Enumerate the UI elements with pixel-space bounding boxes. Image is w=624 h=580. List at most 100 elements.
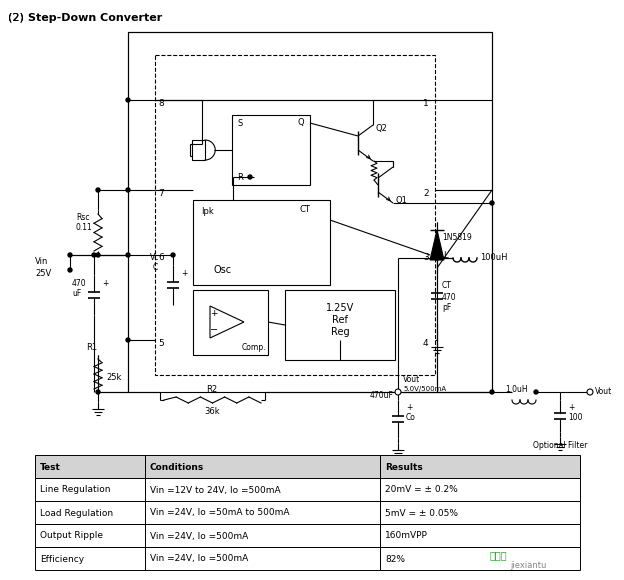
Text: C: C — [152, 263, 158, 271]
Bar — [35, 501, 145, 524]
Text: Comp.: Comp. — [241, 343, 266, 351]
Text: 6: 6 — [158, 253, 163, 263]
Circle shape — [126, 98, 130, 102]
Bar — [145, 547, 380, 570]
Circle shape — [587, 389, 593, 395]
Text: 25V: 25V — [35, 270, 51, 278]
Circle shape — [534, 390, 538, 394]
Circle shape — [96, 188, 100, 192]
Text: 25k: 25k — [106, 374, 122, 382]
Text: (2): (2) — [8, 13, 31, 23]
Text: (2): (2) — [8, 13, 31, 23]
Text: 100: 100 — [568, 414, 582, 422]
Bar — [35, 547, 145, 570]
Text: Co: Co — [406, 414, 416, 422]
Text: Conditions: Conditions — [150, 462, 204, 472]
Bar — [193, 290, 268, 355]
Text: Test: Test — [40, 462, 61, 472]
Text: 470: 470 — [442, 293, 457, 303]
Circle shape — [126, 338, 130, 342]
Text: 0.11: 0.11 — [76, 223, 93, 233]
Text: 1.0uH: 1.0uH — [505, 386, 529, 394]
Text: jiexiantu: jiexiantu — [510, 560, 547, 570]
Text: 36k: 36k — [204, 408, 220, 416]
Circle shape — [171, 253, 175, 257]
Text: Vout: Vout — [595, 387, 612, 397]
Circle shape — [126, 253, 130, 257]
Text: Output Ripple: Output Ripple — [40, 531, 103, 541]
Bar — [35, 455, 145, 478]
Text: (2): (2) — [8, 13, 31, 23]
Circle shape — [395, 389, 401, 395]
Text: Ipk: Ipk — [201, 208, 214, 216]
Circle shape — [96, 253, 100, 257]
Bar — [145, 501, 380, 524]
Text: 5mV = ± 0.05%: 5mV = ± 0.05% — [385, 509, 458, 517]
Bar — [380, 547, 580, 570]
Circle shape — [68, 268, 72, 272]
Text: Osc: Osc — [214, 265, 232, 275]
Bar — [155, 55, 435, 375]
Text: 470: 470 — [72, 278, 87, 288]
Bar — [232, 115, 310, 185]
Text: pF: pF — [442, 303, 451, 313]
Text: 20mV = ± 0.2%: 20mV = ± 0.2% — [385, 485, 458, 495]
Circle shape — [435, 256, 439, 260]
Text: L: L — [443, 251, 447, 259]
Text: Load Regulation: Load Regulation — [40, 509, 113, 517]
Text: Rsc: Rsc — [76, 213, 89, 223]
Text: 5: 5 — [158, 339, 163, 347]
Text: Q2: Q2 — [375, 124, 387, 132]
Bar — [145, 455, 380, 478]
Bar — [145, 478, 380, 501]
Text: Vout: Vout — [403, 375, 420, 385]
Circle shape — [92, 253, 96, 257]
Text: Reg: Reg — [331, 327, 349, 337]
Text: Optional Filter: Optional Filter — [533, 441, 587, 451]
Text: Results: Results — [385, 462, 422, 472]
Text: S: S — [237, 118, 242, 128]
Bar — [128, 32, 492, 392]
Text: CT: CT — [300, 205, 311, 215]
Text: 1: 1 — [423, 99, 429, 107]
Text: 5.0V/500mA: 5.0V/500mA — [403, 386, 446, 392]
Bar — [145, 524, 380, 547]
Text: +: + — [210, 310, 218, 318]
Text: Vin =12V to 24V, Io =500mA: Vin =12V to 24V, Io =500mA — [150, 485, 281, 495]
Text: 470uF: 470uF — [370, 390, 394, 400]
Text: uF: uF — [72, 288, 81, 298]
Text: R2: R2 — [207, 386, 218, 394]
Text: +: + — [102, 278, 109, 288]
Circle shape — [248, 175, 252, 179]
Text: R: R — [237, 172, 243, 182]
Circle shape — [126, 188, 130, 192]
Bar — [35, 524, 145, 547]
Text: 160mVPP: 160mVPP — [385, 531, 428, 541]
Text: +: + — [181, 269, 187, 277]
Polygon shape — [430, 230, 444, 260]
Text: CT: CT — [442, 281, 452, 289]
Text: 2: 2 — [423, 188, 429, 198]
Text: 8: 8 — [158, 99, 163, 107]
Bar — [380, 455, 580, 478]
Text: 82%: 82% — [385, 554, 405, 564]
Text: +: + — [406, 404, 412, 412]
Text: 1N5819: 1N5819 — [442, 233, 472, 241]
Text: Vin =24V, Io =500mA: Vin =24V, Io =500mA — [150, 554, 248, 564]
Text: Ref: Ref — [332, 315, 348, 325]
Circle shape — [96, 390, 100, 394]
Circle shape — [490, 201, 494, 205]
Text: 接线图: 接线图 — [490, 550, 508, 560]
Circle shape — [68, 253, 72, 257]
Text: Line Regulation: Line Regulation — [40, 485, 110, 495]
Circle shape — [396, 390, 400, 394]
Text: R1: R1 — [86, 343, 97, 351]
Bar — [380, 478, 580, 501]
Text: +: + — [568, 404, 574, 412]
Bar — [192, 140, 205, 160]
Text: 3: 3 — [423, 253, 429, 263]
Text: 4: 4 — [423, 339, 429, 347]
Text: −: − — [210, 325, 218, 335]
Text: Vin =24V, Io =500mA: Vin =24V, Io =500mA — [150, 531, 248, 541]
Bar — [285, 290, 395, 360]
